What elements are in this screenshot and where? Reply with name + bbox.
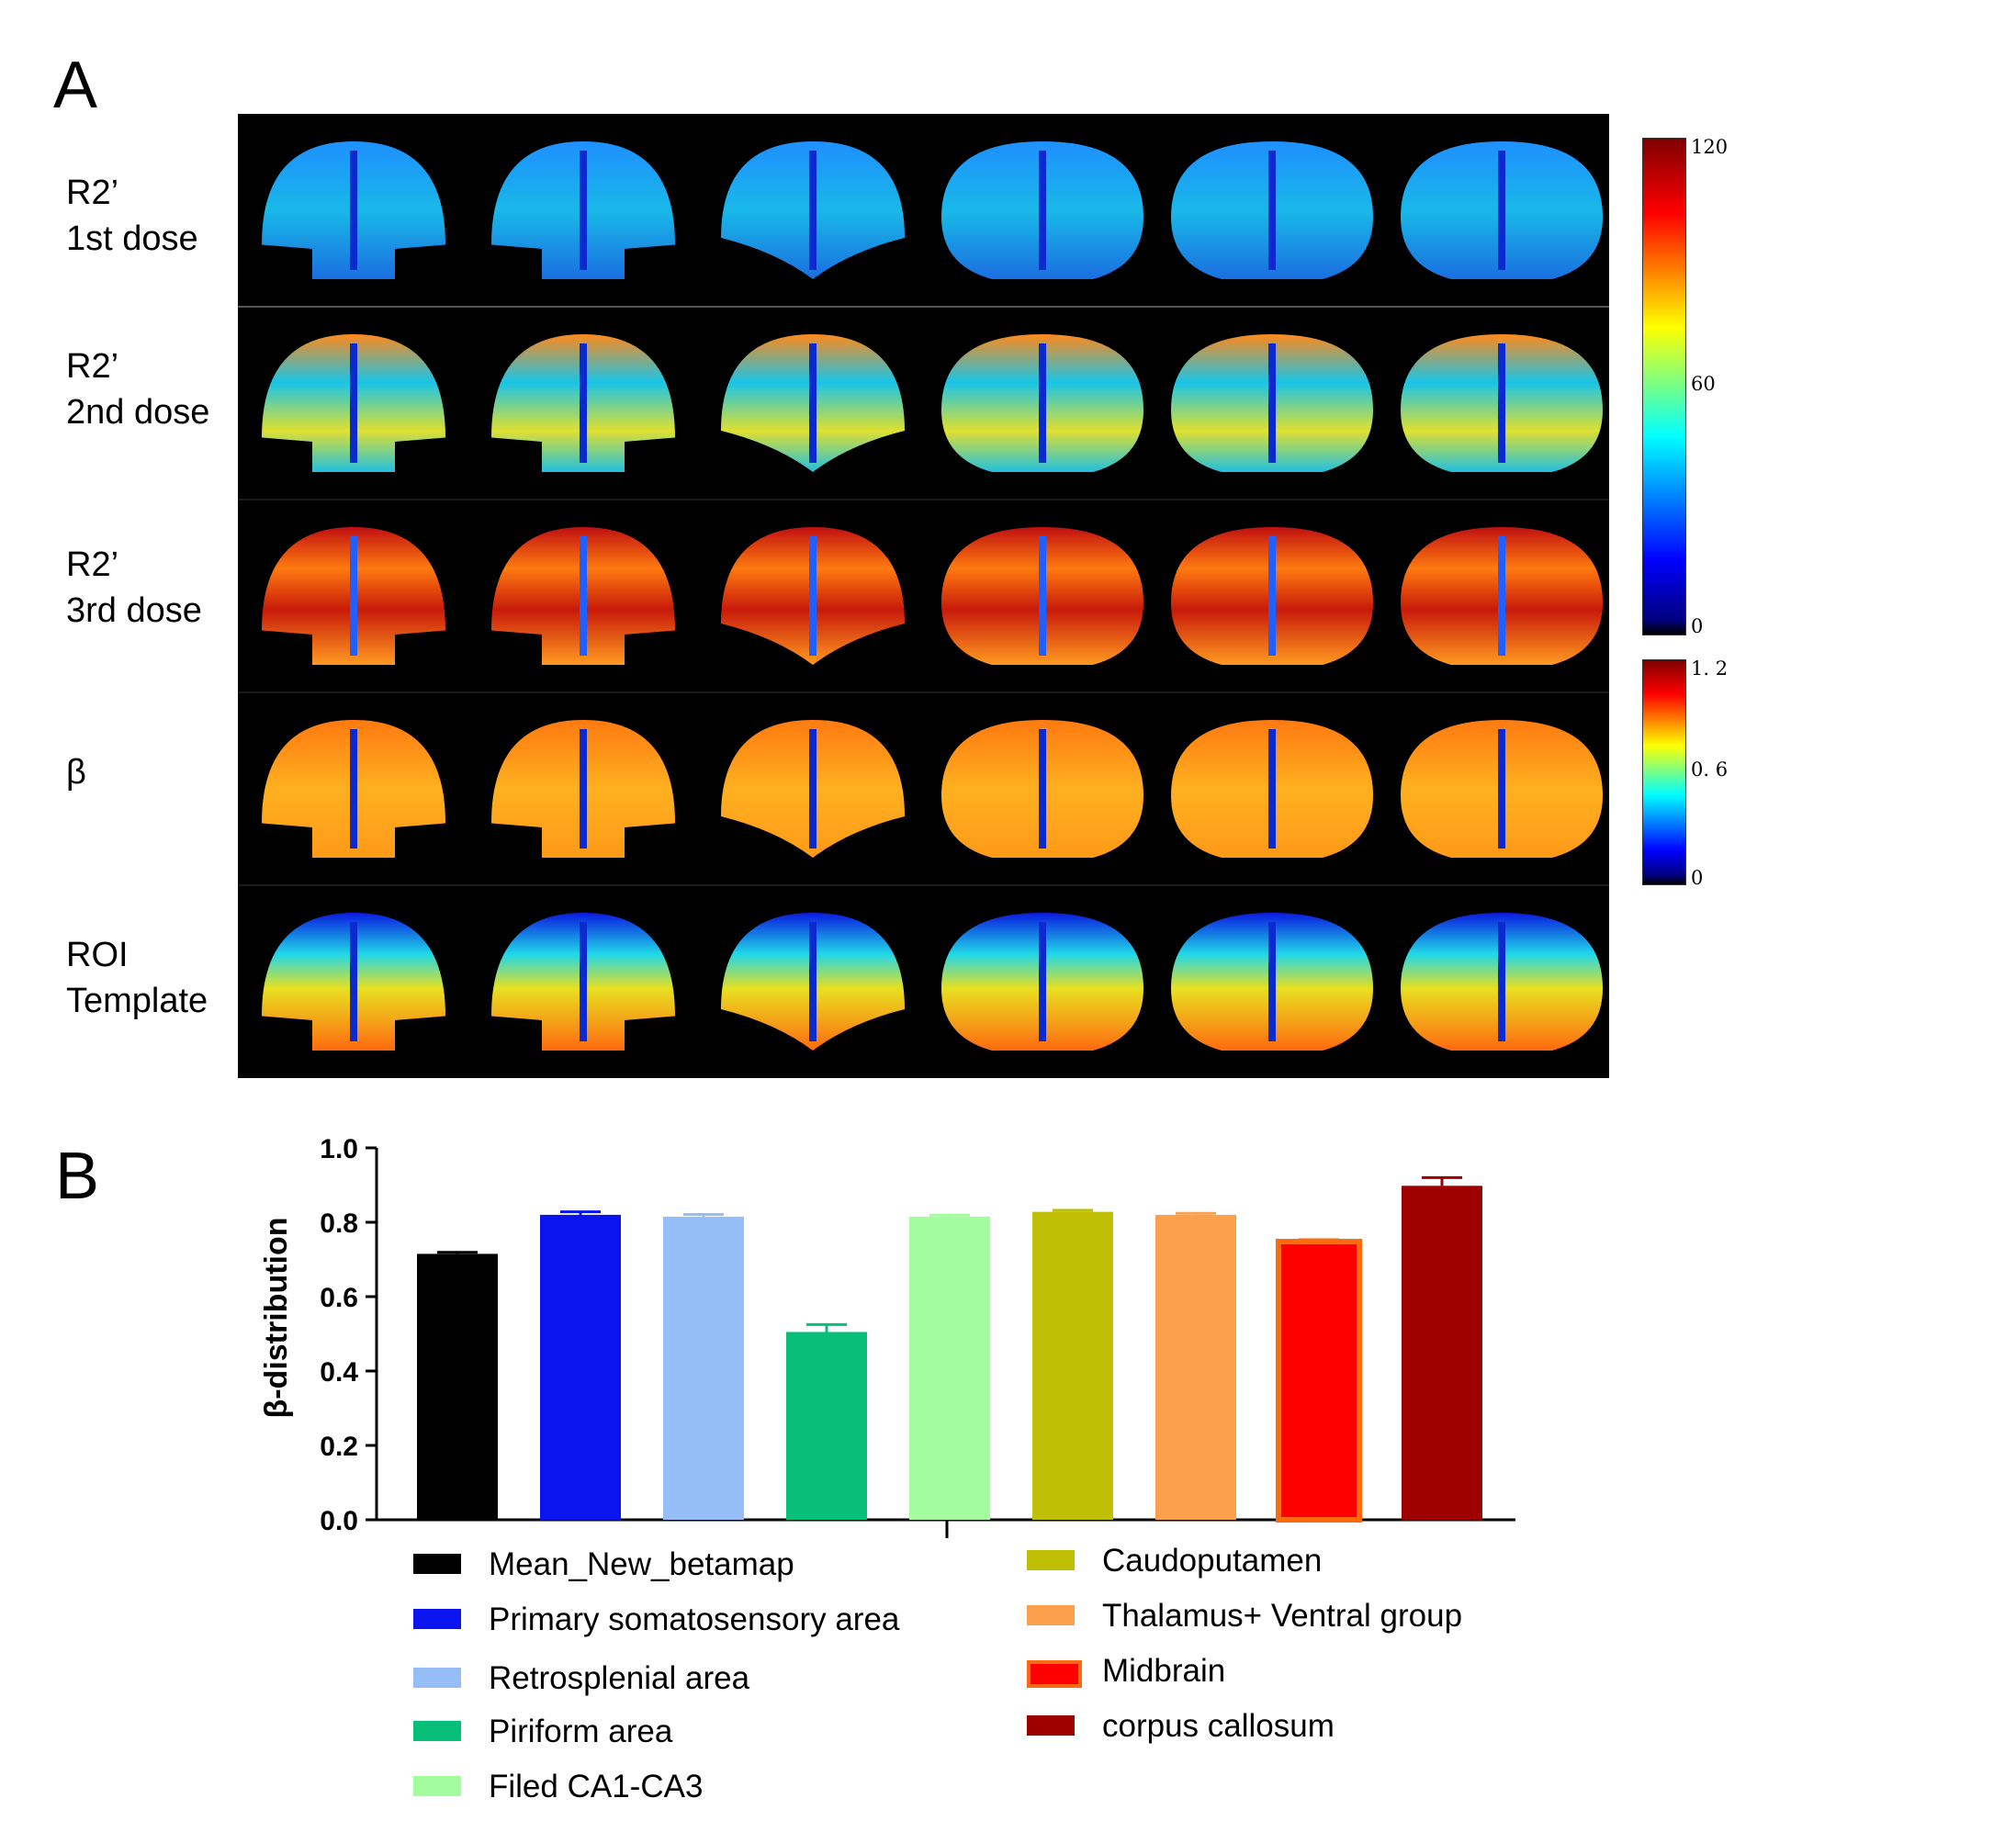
row-label-beta: β xyxy=(66,753,86,792)
row-label-roi-template: ROI Template xyxy=(66,936,208,1020)
legend-label: Piriform area xyxy=(489,1714,673,1749)
bar xyxy=(1402,1186,1482,1520)
colorbar-r2-tick-max: 120 xyxy=(1691,136,1729,158)
legend-swatch xyxy=(413,1609,461,1629)
legend-swatch xyxy=(413,1721,461,1741)
legend-swatch xyxy=(1027,1715,1075,1736)
legend-label: Retrosplenial area xyxy=(489,1660,750,1696)
legend-label: Mean_New_betamap xyxy=(489,1546,794,1582)
panel-a-label: A xyxy=(53,49,98,122)
y-tick-label: 0.4 xyxy=(320,1357,358,1388)
bar xyxy=(1155,1214,1236,1520)
legend-label: Thalamus+ Ventral group xyxy=(1102,1598,1463,1634)
colorbar-beta-tick-min: 0 xyxy=(1691,867,1704,889)
beta-distribution-bar-chart: 0.0 0.2 0.4 0.6 0.8 1.0 β-distribution xyxy=(259,1134,1515,1538)
y-axis-label: β-distribution xyxy=(259,1217,294,1418)
bar xyxy=(1032,1211,1113,1520)
legend-label: Filed CA1-CA3 xyxy=(489,1769,704,1804)
colorbar-r2-tick-min: 0 xyxy=(1691,615,1704,637)
colorbar-beta-tick-max: 1. 2 xyxy=(1691,657,1729,680)
colorbar-beta-tick-mid: 0. 6 xyxy=(1691,759,1729,781)
bar xyxy=(1276,1239,1362,1523)
legend-swatch xyxy=(413,1554,461,1574)
bar xyxy=(786,1332,867,1520)
legend-label: Primary somatosensory area xyxy=(489,1602,900,1637)
y-tick-label: 0.0 xyxy=(320,1506,358,1536)
legend-swatch xyxy=(1027,1605,1075,1625)
row-label-r2-2nd: R2’ 2nd dose xyxy=(66,347,210,432)
legend-label: corpus callosum xyxy=(1102,1708,1335,1744)
legend-swatch xyxy=(413,1668,461,1688)
mri-image-grid xyxy=(238,114,1609,1078)
panel-b-label: B xyxy=(55,1140,100,1213)
y-tick-label: 0.2 xyxy=(320,1432,358,1462)
colorbar-beta xyxy=(1642,659,1686,885)
bar xyxy=(540,1214,621,1520)
legend-swatch xyxy=(413,1776,461,1796)
y-tick-label: 1.0 xyxy=(320,1134,358,1164)
bar xyxy=(909,1216,990,1520)
legend-label: Caudoputamen xyxy=(1102,1543,1323,1579)
y-tick-label: 0.8 xyxy=(320,1208,358,1239)
y-tick-label: 0.6 xyxy=(320,1283,358,1313)
colorbar-r2 xyxy=(1642,138,1686,635)
colorbar-r2-tick-mid: 60 xyxy=(1691,373,1716,395)
bar xyxy=(417,1253,498,1520)
legend-label: Midbrain xyxy=(1102,1653,1226,1689)
row-label-r2-3rd: R2’ 3rd dose xyxy=(66,545,202,630)
legend-swatch xyxy=(1027,1550,1075,1570)
legend-swatch xyxy=(1027,1660,1082,1688)
row-label-r2-1st: R2’ 1st dose xyxy=(66,174,198,258)
bar xyxy=(663,1216,744,1520)
